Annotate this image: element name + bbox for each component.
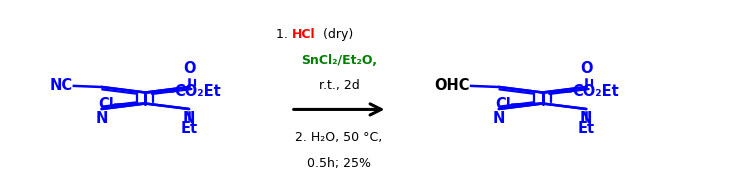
Text: SnCl₂/Et₂O,: SnCl₂/Et₂O,	[301, 54, 377, 67]
Text: r.t., 2d: r.t., 2d	[319, 79, 360, 92]
Text: N: N	[493, 111, 505, 126]
Text: Cl: Cl	[495, 97, 511, 112]
Text: HCl: HCl	[292, 28, 316, 41]
Text: CO₂Et: CO₂Et	[174, 84, 221, 99]
Text: 0.5h; 25%: 0.5h; 25%	[307, 157, 371, 170]
Text: Et: Et	[577, 121, 595, 136]
Text: N: N	[183, 111, 195, 126]
Text: NC: NC	[49, 78, 73, 93]
Text: 1.: 1.	[276, 28, 292, 41]
Text: Cl: Cl	[98, 97, 114, 112]
Text: N: N	[580, 111, 592, 126]
Text: (dry): (dry)	[319, 28, 353, 41]
Text: O: O	[183, 61, 195, 76]
Text: N: N	[96, 111, 108, 126]
Text: O: O	[580, 61, 592, 76]
Text: Et: Et	[180, 121, 197, 136]
Text: 2. H₂O, 50 °C,: 2. H₂O, 50 °C,	[295, 131, 383, 143]
Text: CO₂Et: CO₂Et	[571, 84, 619, 99]
Text: OHC: OHC	[434, 78, 470, 93]
